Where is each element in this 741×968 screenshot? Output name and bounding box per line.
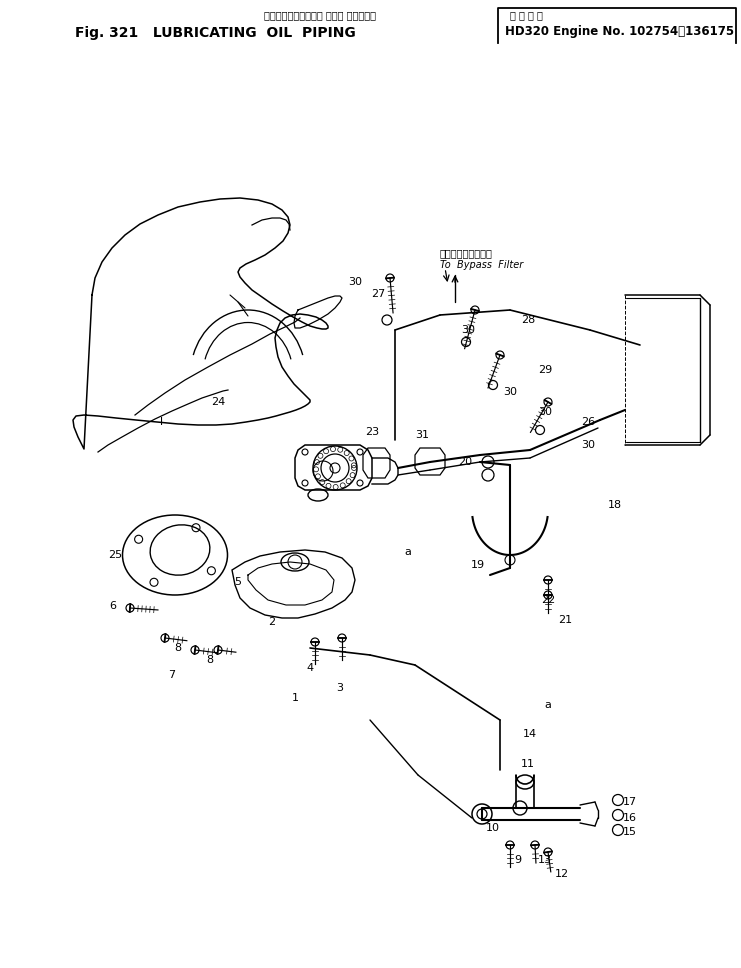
Text: 26: 26 <box>581 417 595 427</box>
Text: 19: 19 <box>471 560 485 570</box>
Text: 11: 11 <box>521 759 535 769</box>
Text: ループリケーティング オイル パイピング: ループリケーティング オイル パイピング <box>264 10 376 20</box>
Text: 24: 24 <box>211 397 225 407</box>
Text: 10: 10 <box>486 823 500 833</box>
Text: 29: 29 <box>538 365 552 375</box>
Text: a: a <box>545 700 551 710</box>
Text: 9: 9 <box>514 855 522 865</box>
Text: 15: 15 <box>623 827 637 837</box>
Text: To  Bypass  Filter: To Bypass Filter <box>440 260 523 270</box>
Text: 20: 20 <box>458 457 472 467</box>
Text: 30: 30 <box>461 325 475 335</box>
Text: 17: 17 <box>623 797 637 807</box>
Text: 31: 31 <box>415 430 429 440</box>
Text: 13: 13 <box>538 855 552 865</box>
Text: HD320 Engine No. 102754～136175: HD320 Engine No. 102754～136175 <box>505 25 734 38</box>
Text: 30: 30 <box>348 277 362 287</box>
Text: 3: 3 <box>336 683 344 693</box>
Text: 16: 16 <box>623 813 637 823</box>
Text: 27: 27 <box>371 289 385 299</box>
Text: 5: 5 <box>234 577 242 587</box>
Text: 6: 6 <box>110 601 116 611</box>
Text: 30: 30 <box>503 387 517 397</box>
Text: 21: 21 <box>558 615 572 625</box>
Text: 30: 30 <box>538 407 552 417</box>
Text: 8: 8 <box>174 643 182 653</box>
Text: 適 用 号 機: 適 用 号 機 <box>510 10 543 20</box>
Text: 7: 7 <box>168 670 176 680</box>
Text: バイパスフィルタへ: バイパスフィルタへ <box>440 248 493 258</box>
Text: 22: 22 <box>541 595 555 605</box>
Text: a: a <box>405 547 411 557</box>
Text: 28: 28 <box>521 315 535 325</box>
Text: 18: 18 <box>608 500 622 510</box>
Text: Fig. 321   LUBRICATING  OIL  PIPING: Fig. 321 LUBRICATING OIL PIPING <box>75 26 356 40</box>
Text: 4: 4 <box>307 663 313 673</box>
Text: 8: 8 <box>207 655 213 665</box>
Text: 23: 23 <box>365 427 379 437</box>
Text: 25: 25 <box>108 550 122 560</box>
Text: 30: 30 <box>581 440 595 450</box>
Text: 12: 12 <box>555 869 569 879</box>
Text: 1: 1 <box>291 693 299 703</box>
Text: 14: 14 <box>523 729 537 739</box>
Text: 2: 2 <box>268 617 276 627</box>
Text: l: l <box>161 417 164 427</box>
